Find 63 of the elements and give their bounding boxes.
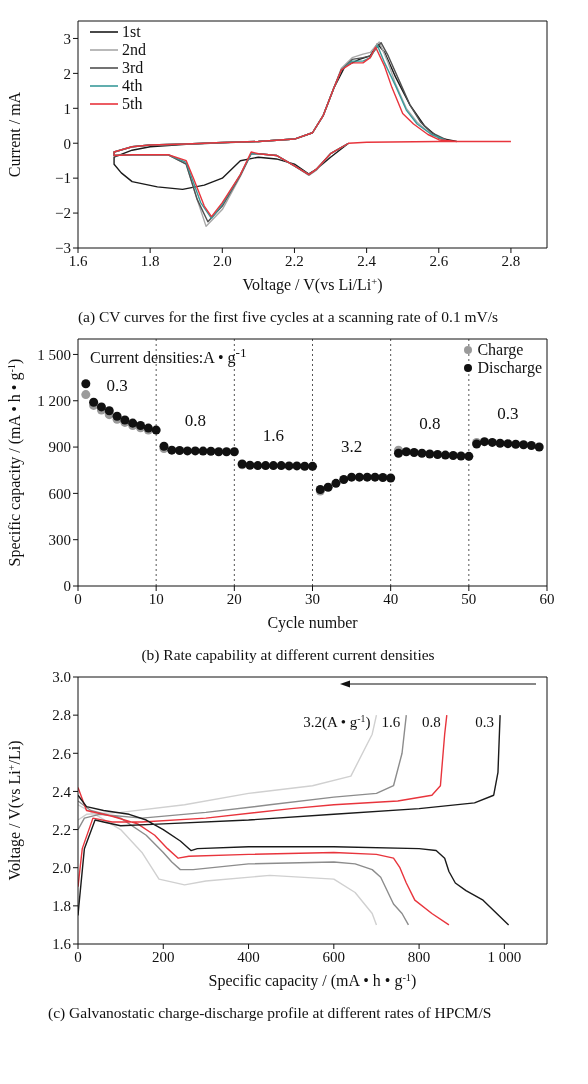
series-label: 1.6 — [381, 714, 401, 731]
annotation: 0.8 — [419, 414, 441, 434]
y-tick-label: 3.0 — [52, 669, 71, 686]
text: (a) CV curves for the first five cycles at a scanning rate of 0.1 mV/s — [76, 308, 500, 326]
y-tick-label: 300 — [48, 532, 71, 549]
y-tick-label: 900 — [48, 439, 71, 456]
y-tick-label: −2 — [55, 205, 71, 222]
y-tick-label: 1 — [63, 100, 71, 117]
legend-label: 3rd — [122, 59, 144, 77]
x-tick-label: 10 — [148, 590, 164, 607]
y-tick-label: 3 — [63, 30, 71, 47]
y-tick-label: −3 — [55, 240, 71, 257]
x-tick-label: 2.2 — [285, 252, 304, 269]
y-tick-label: 1 200 — [37, 393, 71, 410]
y-tick-label: 2 — [63, 65, 71, 82]
y-tick-label: 0 — [63, 578, 71, 595]
annotation: 0.3 — [497, 403, 519, 424]
y-tick-label: 2.6 — [52, 745, 72, 762]
y-tick-label: 2.2 — [52, 821, 71, 838]
series-label: 3.2(A • g$^{-1}$) — [303, 712, 371, 732]
x-tick-label: 50 — [461, 590, 477, 607]
annotation: 0.8 — [184, 410, 206, 431]
x-tick-label: 800 — [407, 948, 431, 965]
y-tick-label: 2.0 — [52, 860, 71, 877]
legend-label: Discharge — [477, 359, 542, 377]
x-tick-label: 20 — [226, 590, 242, 607]
x-axis-title: Cycle number — [267, 614, 359, 632]
legend-label: 5th — [122, 95, 143, 113]
y-tick-label: 1.6 — [52, 936, 72, 953]
annotation: 3.2 — [340, 437, 363, 458]
legend-label: Charge — [477, 341, 524, 359]
y-tick-label: 600 — [48, 485, 71, 502]
text: (b) Rate capability at different current densities — [140, 646, 436, 664]
y-axis-title: Current / mA — [6, 91, 23, 178]
y-tick-label: 2.4 — [52, 783, 72, 800]
annotation: 1.6 — [262, 425, 285, 446]
x-tick-label: 200 — [152, 948, 175, 965]
y-tick-label: 2.8 — [52, 707, 71, 724]
y-tick-label: −1 — [55, 170, 71, 187]
legend-label: 1st — [122, 23, 141, 41]
x-tick-label: 600 — [322, 948, 346, 965]
legend-label: 2nd — [122, 41, 146, 59]
y-tick-label: 1 500 — [37, 346, 71, 363]
y-tick-label: 1.8 — [52, 898, 71, 915]
x-tick-label: 2.6 — [429, 252, 449, 269]
series-label: 0.3 — [475, 714, 495, 731]
x-tick-label: 1.8 — [140, 252, 160, 269]
x-tick-label: 2.8 — [501, 252, 521, 269]
series-label: 0.8 — [422, 714, 441, 731]
x-tick-label: 400 — [237, 948, 260, 965]
x-axis-title: Specific capacity / (mA • h • g$^{-1}$) — [208, 971, 417, 990]
y-tick-label: 0 — [63, 135, 71, 152]
x-tick-label: 60 — [539, 590, 555, 607]
annotation: Current densities:A • g$^{-1}$ — [90, 345, 247, 368]
x-tick-label: 30 — [305, 590, 320, 607]
annotation: 0.3 — [106, 376, 128, 397]
x-axis-title: Voltage / V(vs Li/Li$^{+}$) — [242, 275, 383, 294]
text: (c) Galvanostatic charge-discharge profile at different rates of HPCM/S — [48, 1004, 493, 1022]
x-tick-label: 2.0 — [212, 252, 232, 269]
x-tick-label: 40 — [383, 590, 399, 607]
x-tick-label: 2.4 — [357, 252, 377, 269]
legend-label: 4th — [122, 77, 143, 95]
x-tick-label: 1 000 — [487, 948, 522, 965]
